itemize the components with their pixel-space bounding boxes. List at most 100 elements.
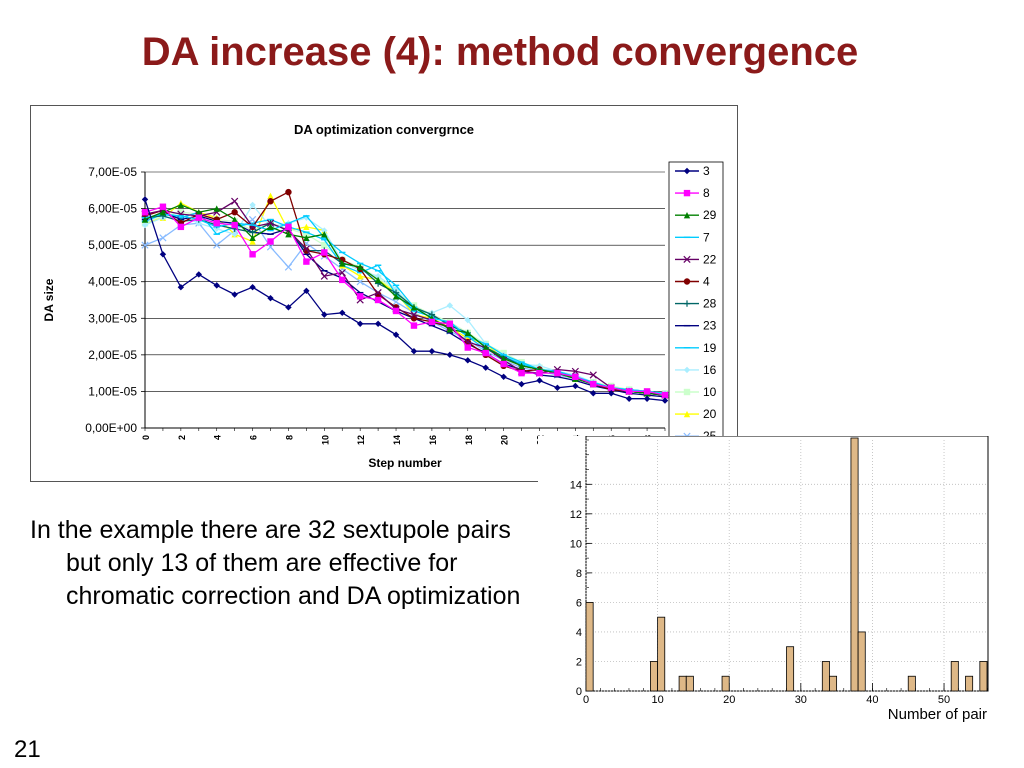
- data-point: [554, 369, 561, 377]
- y-tick-label: 6,00E-05: [88, 202, 137, 216]
- data-point: [428, 348, 436, 355]
- legend-marker: [683, 255, 691, 264]
- x-tick-label: 18: [464, 435, 474, 445]
- data-point: [482, 344, 489, 351]
- data-point: [141, 241, 149, 249]
- data-point: [643, 388, 651, 395]
- histogram-bar: [585, 602, 594, 692]
- data-point: [321, 230, 328, 238]
- histogram-bar: [950, 661, 959, 692]
- line-chart-panel: DA optimization convergrnce 0,00E+00 1,00E…: [30, 105, 738, 482]
- data-point: [213, 241, 221, 249]
- data-point: [356, 278, 364, 286]
- data-point: [446, 326, 454, 333]
- data-point: [500, 355, 507, 362]
- data-point: [249, 201, 256, 209]
- series-line-3: [144, 199, 666, 402]
- data-point: [464, 357, 471, 364]
- series-3: [141, 196, 669, 404]
- data-point: [518, 380, 525, 388]
- data-point: [320, 272, 328, 280]
- data-point: [177, 223, 185, 231]
- data-point: [392, 293, 400, 300]
- y-tick-label: 3,00E-05: [88, 311, 137, 325]
- data-point: [303, 258, 310, 265]
- histogram-bar: [678, 675, 687, 692]
- legend-marker: [683, 167, 691, 175]
- data-point: [303, 230, 310, 238]
- data-point: [213, 220, 220, 227]
- data-point: [338, 268, 346, 277]
- data-point: [572, 382, 579, 390]
- data-point: [625, 388, 633, 395]
- series-line-28: [144, 215, 666, 396]
- data-point: [195, 209, 202, 216]
- data-point: [518, 369, 525, 377]
- data-point: [374, 320, 382, 327]
- series-25: [141, 215, 669, 399]
- legend-entry: 20: [703, 407, 717, 421]
- data-point: [392, 285, 400, 293]
- data-point: [141, 216, 149, 223]
- data-point: [374, 273, 382, 280]
- legend-marker: [683, 278, 691, 285]
- data-point: [410, 348, 418, 355]
- data-point: [625, 395, 633, 402]
- data-point: [374, 289, 382, 297]
- data-point: [339, 276, 346, 284]
- data-point: [339, 260, 346, 267]
- data-point: [446, 320, 454, 327]
- legend-marker: [683, 189, 691, 197]
- data-point: [249, 251, 256, 258]
- x-axis-label: Step number: [368, 456, 442, 470]
- data-point: [231, 230, 238, 238]
- data-point: [446, 351, 454, 359]
- series-28: [141, 212, 669, 399]
- data-point: [231, 216, 238, 223]
- data-point: [195, 271, 202, 278]
- data-point: [608, 390, 615, 397]
- x-tick-label: 10: [651, 694, 663, 706]
- data-point: [231, 221, 238, 229]
- legend-box: [668, 161, 724, 452]
- data-point: [284, 263, 293, 271]
- legend-entry: 28: [703, 297, 717, 311]
- data-point: [392, 307, 400, 315]
- histogram-bar: [721, 675, 730, 692]
- data-point: [249, 229, 256, 236]
- x-tick-label: 12: [356, 435, 366, 445]
- data-point: [159, 203, 167, 210]
- data-point: [267, 238, 274, 245]
- y-tick-label: 4: [576, 627, 582, 639]
- y-tick-label: 2,00E-05: [88, 348, 137, 362]
- x-tick-label: 20: [723, 694, 735, 706]
- series-8: [141, 203, 669, 399]
- data-point: [339, 309, 346, 316]
- y-tick-label: 0,00E+00: [85, 421, 137, 435]
- data-point: [231, 209, 238, 216]
- data-point: [536, 369, 543, 377]
- data-point: [249, 284, 256, 291]
- legend-marker: [683, 366, 691, 374]
- data-point: [141, 209, 149, 216]
- page-number: 21: [14, 736, 41, 763]
- data-point: [500, 373, 507, 380]
- y-tick-label: 0: [576, 686, 582, 698]
- data-point: [159, 251, 167, 258]
- data-point: [428, 318, 436, 326]
- data-point: [195, 214, 202, 221]
- legend-entry: 19: [703, 341, 717, 355]
- y-tick-label: 2: [576, 656, 582, 668]
- data-point: [248, 215, 257, 224]
- x-tick-label: 30: [795, 694, 807, 706]
- legend-entry: 16: [703, 363, 717, 377]
- data-point: [482, 349, 489, 357]
- data-point: [267, 198, 274, 205]
- histogram-bar: [857, 631, 866, 692]
- histogram-bar: [850, 437, 859, 692]
- data-point: [303, 223, 310, 231]
- y-tick-label: 10: [570, 538, 582, 550]
- data-point: [266, 243, 275, 251]
- histogram-bar: [650, 661, 659, 692]
- data-point: [267, 294, 274, 302]
